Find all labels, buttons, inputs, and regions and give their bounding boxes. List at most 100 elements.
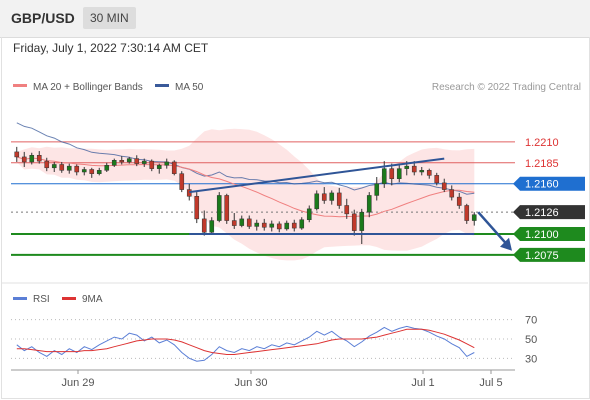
candle-body <box>434 175 440 184</box>
x-tick-label-jun-29: Jun 29 <box>61 377 94 389</box>
candle-body <box>456 196 462 206</box>
candle-body <box>231 220 237 226</box>
candle-body <box>284 222 290 230</box>
candle-body <box>201 218 207 233</box>
x-tick-label-jul-5: Jul 5 <box>479 377 502 389</box>
candle-body <box>171 161 177 174</box>
forecast-arrow-line <box>477 211 509 247</box>
candle-body <box>134 158 140 164</box>
candle-body <box>179 173 185 190</box>
candle-body <box>59 164 65 171</box>
forecast-arrow-head <box>500 237 512 251</box>
candle-body <box>366 195 372 213</box>
moving-averages <box>16 122 475 218</box>
candle-body <box>81 169 87 173</box>
candle-body <box>419 170 425 173</box>
candle-body <box>329 192 335 201</box>
candle-body <box>14 151 20 158</box>
candle-body <box>254 222 260 227</box>
rsi-tick-30: 30 <box>525 353 537 365</box>
level-label-1.2210: 1.2210 <box>525 137 559 149</box>
rsi-ma-legend-label: 9MA <box>82 294 103 305</box>
rsi-ma-line <box>16 328 475 355</box>
x-tick-label-jun-30: Jun 30 <box>234 377 267 389</box>
candle-body <box>411 165 417 173</box>
candle-body <box>29 155 35 163</box>
pair-title: GBP/USD <box>11 10 75 26</box>
candle-body <box>389 168 395 179</box>
candle-body <box>111 160 117 166</box>
candle-body <box>239 218 245 226</box>
price-levels <box>11 141 515 256</box>
ma20-legend-label: MA 20 + Bollinger Bands <box>33 82 143 93</box>
candle-body <box>119 160 125 163</box>
candle-body <box>314 193 320 210</box>
rsi-tick-50: 50 <box>525 334 537 346</box>
candle-body <box>44 160 50 169</box>
candle-body <box>396 168 402 179</box>
candle-body <box>216 195 222 221</box>
candle-body <box>321 193 327 201</box>
toolbar: GBP/USD 30 MIN <box>0 0 590 38</box>
level-tag-1.2160 <box>513 176 585 191</box>
candle-body <box>449 189 455 198</box>
candle-body <box>261 222 267 228</box>
candle-body <box>374 183 380 196</box>
rsi-line <box>16 325 475 362</box>
rsi-legend-swatch <box>13 297 27 300</box>
ma50-line <box>16 122 475 195</box>
candle-body <box>186 189 192 197</box>
ma20-legend-swatch <box>13 84 27 87</box>
bollinger-band-fill <box>16 128 475 261</box>
candle-body <box>471 214 477 221</box>
candle-body <box>269 223 275 228</box>
candle-body <box>344 205 350 215</box>
level-tag-1.2126 <box>513 205 585 220</box>
rsi-pane: 70 50 30 <box>11 315 537 365</box>
level-tag-1.2075 <box>513 247 585 262</box>
candle-body <box>89 169 95 174</box>
ma50-legend-label: MA 50 <box>175 82 204 93</box>
candle-body <box>164 161 170 166</box>
level-label-1.2160: 1.2160 <box>525 179 559 191</box>
ma20-line <box>16 156 475 218</box>
candle-body <box>156 165 162 169</box>
rsi-legend-label: RSI <box>33 294 50 305</box>
level-tag-1.2100 <box>513 226 585 241</box>
bollinger-bands <box>16 128 475 261</box>
candle-body <box>464 205 470 221</box>
candle-body <box>74 165 80 173</box>
candle-body <box>246 218 252 227</box>
candle-body <box>36 155 42 162</box>
candle-body <box>21 156 27 163</box>
timeframe-button[interactable]: 30 MIN <box>83 7 136 29</box>
candle-body <box>209 220 215 233</box>
candle-body <box>149 160 155 169</box>
candle-body <box>66 165 72 171</box>
candle-body <box>381 168 387 184</box>
rsi-ma-legend-swatch <box>62 297 76 300</box>
candle-body <box>126 158 132 163</box>
level-label-1.2075: 1.2075 <box>525 250 559 262</box>
candle-body <box>276 223 282 230</box>
chart-credit: Research © 2022 Trading Central <box>432 82 581 93</box>
candle-body <box>336 192 342 206</box>
level-tags: 1.2210 1.2185 1.2160 1.2126 1.2100 1.2075 <box>513 137 585 262</box>
candle-body <box>291 222 297 229</box>
candlesticks <box>14 146 477 244</box>
candle-body <box>194 196 200 220</box>
candle-body <box>351 213 357 231</box>
rising-trendline <box>189 157 445 194</box>
candle-body <box>104 165 110 171</box>
x-tick-label-jul-1: Jul 1 <box>411 377 434 389</box>
rsi-tick-70: 70 <box>525 315 537 327</box>
trendlines <box>189 157 512 251</box>
level-label-1.2185: 1.2185 <box>525 158 559 170</box>
chart-datetime: Friday, July 1, 2022 7:30:14 AM CET <box>13 41 209 55</box>
level-label-1.2126: 1.2126 <box>525 207 559 219</box>
candle-body <box>441 182 447 190</box>
candle-body <box>51 164 57 169</box>
candle-body <box>141 160 147 164</box>
candle-body <box>359 211 365 231</box>
